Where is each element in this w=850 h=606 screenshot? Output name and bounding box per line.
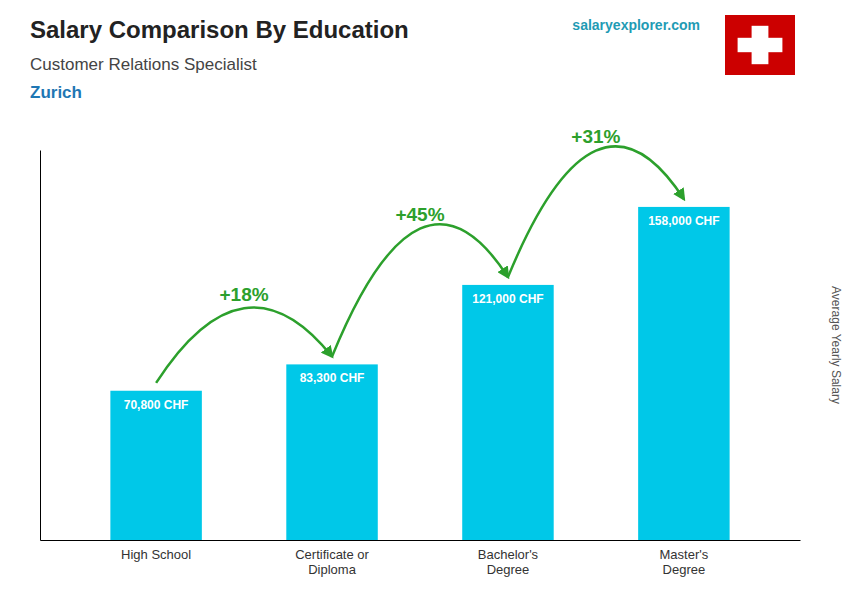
data-labels: 70,800 CHF 83,300 CHF 121,000 CHF 158,000 C…: [124, 214, 720, 412]
annotations: +18% +45% +31%: [156, 126, 684, 383]
x-axis: High School Certificate orDiploma Bachelor…: [41, 540, 801, 577]
x-tick-label: Bachelor'sDegree: [478, 547, 539, 577]
bar: [110, 391, 201, 540]
x-tick: High School: [121, 540, 191, 562]
x-tick-label-line: Bachelor's: [478, 547, 539, 562]
x-tick-label-line: High School: [121, 547, 191, 562]
title: Salary Comparison By Education: [30, 16, 409, 43]
x-tick-label: Certificate orDiploma: [295, 547, 369, 577]
x-tick: Certificate orDiploma: [295, 540, 369, 577]
x-tick-label-line: Degree: [487, 562, 530, 577]
x-axis-line: [41, 540, 801, 541]
x-tick-label: High School: [121, 547, 191, 562]
change-label: +45%: [395, 204, 444, 225]
x-tick-label-line: Certificate or: [295, 547, 369, 562]
plot: High School Certificate orDiploma Bachelor…: [41, 126, 801, 577]
flag-cross: [738, 38, 783, 52]
x-tick-label-line: Master's: [660, 547, 709, 562]
data-label: 158,000 CHF: [648, 214, 719, 228]
watermark: salaryexplorer.com: [572, 17, 700, 33]
change-arrow: [508, 146, 684, 277]
data-label: 83,300 CHF: [300, 371, 365, 385]
change-arrow: [156, 307, 332, 382]
flag-field: [725, 15, 795, 75]
x-tick: Bachelor'sDegree: [478, 540, 539, 577]
change-arrow: [332, 224, 508, 356]
bar: [638, 207, 729, 540]
change-label: +18%: [220, 284, 269, 305]
data-label: 70,800 CHF: [124, 398, 189, 412]
subtitle: Customer Relations Specialist: [30, 55, 257, 74]
bars: [110, 207, 729, 540]
y-axis-title: Average Yearly Salary: [829, 286, 843, 404]
y-axis: [40, 151, 41, 541]
bar: [286, 364, 377, 540]
data-label: 121,000 CHF: [472, 292, 543, 306]
location: Zurich: [30, 83, 82, 102]
chart: Salary Comparison By Education Customer R…: [0, 0, 850, 606]
y-axis-line: [40, 151, 41, 541]
x-tick-label: Master'sDegree: [660, 547, 709, 577]
x-tick-label-line: Degree: [663, 562, 706, 577]
change-label: +31%: [571, 126, 620, 147]
x-tick-label-line: Diploma: [308, 562, 356, 577]
flag: [725, 15, 795, 75]
x-tick: Master'sDegree: [660, 540, 709, 577]
bar: [462, 285, 553, 540]
